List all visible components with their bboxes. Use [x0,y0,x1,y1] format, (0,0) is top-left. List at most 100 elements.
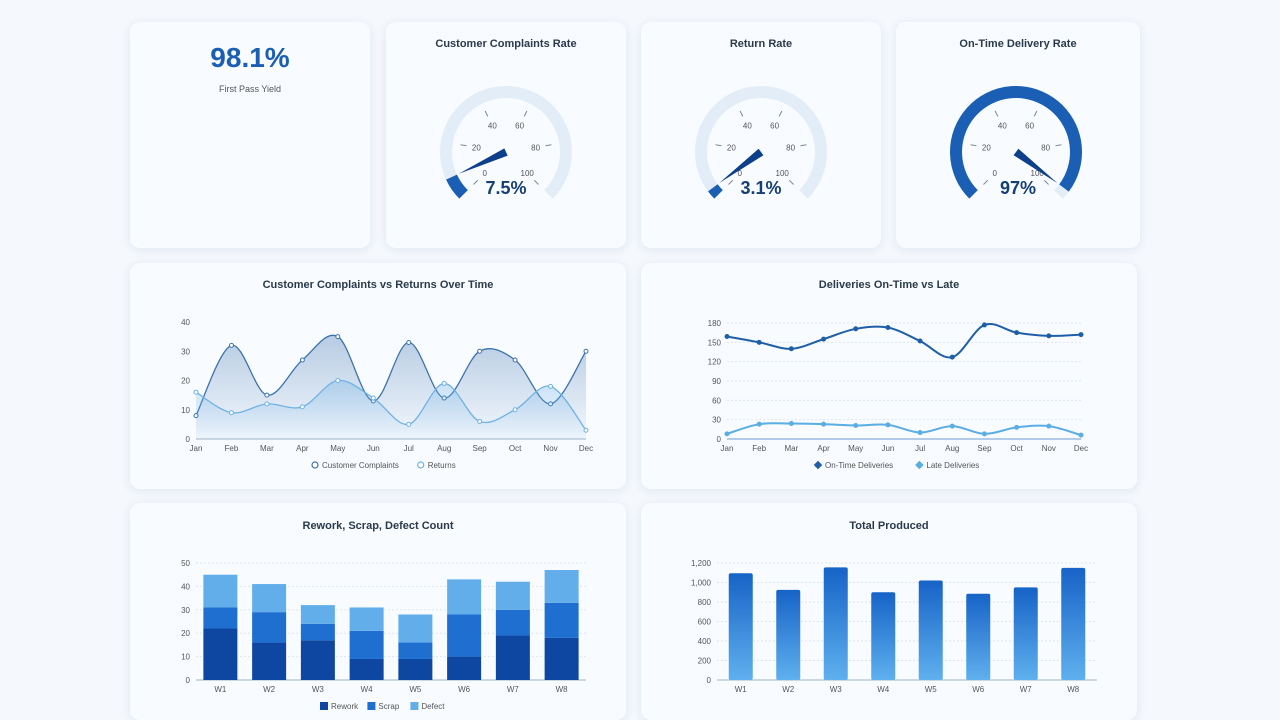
legend-marker [417,461,425,469]
bar-segment [728,573,753,680]
x-tick-label: W6 [458,685,471,694]
bar-segment [823,567,848,680]
x-tick-label: W2 [782,685,795,694]
gauge-tick-label: 100 [1031,169,1045,178]
gauge-tick-label: 60 [515,121,524,130]
bar-segment [871,592,896,680]
gauge-tick-label: 20 [472,143,481,152]
data-point [917,338,923,344]
bar-segment [1061,567,1086,680]
x-tick-label: Jan [721,444,734,453]
gauge-tick-label: 0 [483,169,488,178]
gauge-card-complaints-rate: Customer Complaints Rate 0 20 40 60 80 100 7.… [386,22,626,248]
legend-label: Defect [421,702,445,711]
data-point [949,354,955,360]
x-tick-label: W1 [735,685,748,694]
bar-segment [300,640,335,680]
bar-segment [203,607,238,629]
data-point [821,421,827,427]
data-point [885,325,891,331]
data-point [981,322,987,328]
gauge-track [695,86,827,199]
complaints-returns-chart: 0 10 20 30 40 Jan Feb Mar Apr May Jun Jul Aug Sep Oct N… [181,318,593,470]
y-tick-label: 20 [181,629,190,638]
data-point [917,430,923,436]
gauge-tick-mark [1055,144,1062,147]
data-point [583,348,589,354]
data-point [756,339,762,345]
gauge-track [440,86,572,199]
bar-segment [300,623,335,641]
series-line [195,334,587,416]
gauge-tick-label: 40 [488,121,497,130]
bar-segment [918,580,943,680]
gauge-tick-label: 100 [776,169,790,178]
gauge-title: On-Time Delivery Rate [959,38,1077,50]
chart-title: Rework, Scrap, Defect Count [302,520,454,532]
data-point [1014,330,1020,336]
gauge-tick-label: 0 [738,169,743,178]
gauge-complaints-rate: 0 20 40 60 80 100 [440,86,572,199]
y-tick-label: 120 [708,358,722,367]
gauge-fill [446,174,468,199]
x-tick-label: W1 [214,685,227,694]
bar-segment [966,593,991,680]
rework-scrap-defect-chart: 0 10 20 30 40 50 W1 W2 W3 W4 W5 W6 W7 W8 Rework Scrap De… [181,559,586,711]
gauge-tick-mark [473,179,479,185]
chart-card-complaints-vs-returns: Customer Complaints vs Returns Over Time… [130,263,626,489]
data-point [1078,332,1084,338]
gauge-tick-label: 80 [786,143,795,152]
bar-segment [203,574,238,608]
bar-segment [349,607,384,631]
gauge-tick-mark [484,110,489,117]
y-tick-label: 10 [181,406,190,415]
y-tick-label: 40 [181,318,190,327]
bar-segment [300,605,335,624]
gauge-value: 3.1% [740,178,782,198]
data-point [583,427,589,433]
gauge-card-return-rate: Return Rate 0 20 40 60 80 100 3.1% [641,22,881,248]
gauge-tick-label: 80 [531,143,540,152]
bar-segment [252,612,287,643]
bar-segment [252,584,287,613]
data-point [335,378,341,383]
gauge-tick-label: 100 [521,169,535,178]
gauge-tick-mark [715,144,722,147]
x-tick-label: W4 [877,685,890,694]
y-tick-label: 180 [708,319,722,328]
series-line [726,422,1082,437]
chart-title: Deliveries On-Time vs Late [818,279,960,291]
x-tick-label: W6 [972,685,985,694]
gauge-tick-label: 40 [743,121,752,130]
legend-label: Late Deliveries [926,461,979,470]
data-point [724,334,730,340]
y-tick-label: 20 [181,377,190,386]
data-point [264,401,270,407]
x-tick-label: W7 [1020,685,1033,694]
bar-segment [544,637,579,680]
y-tick-label: 0 [186,676,191,685]
legend-label: Returns [428,461,456,470]
y-tick-label: 60 [712,396,721,405]
gauge-tick-mark [778,110,783,117]
gauge-fill [950,86,1082,199]
x-tick-label: Jul [404,444,414,453]
data-point [477,348,483,354]
gauge-value: 97% [999,178,1037,198]
x-tick-label: W4 [361,685,374,694]
bar-segment [349,630,384,659]
bar-segment [1013,587,1038,680]
gauge-tick-label: 20 [982,143,991,152]
x-tick-label: May [848,444,863,453]
gauge-needle [719,148,764,184]
y-tick-label: 50 [181,559,190,568]
gauge-tick-label: 20 [727,143,736,152]
x-tick-label: Sep [473,444,488,453]
data-point [853,422,859,428]
legend-marker [320,702,328,710]
x-tick-label: Jun [367,444,380,453]
bar-segment [447,656,482,680]
y-tick-label: 10 [181,653,190,662]
legend-marker [813,460,823,470]
data-point [1046,423,1052,429]
